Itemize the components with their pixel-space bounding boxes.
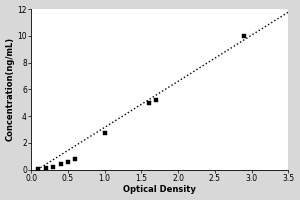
Y-axis label: Concentration(ng/mL): Concentration(ng/mL)	[6, 37, 15, 141]
X-axis label: Optical Density: Optical Density	[123, 185, 196, 194]
